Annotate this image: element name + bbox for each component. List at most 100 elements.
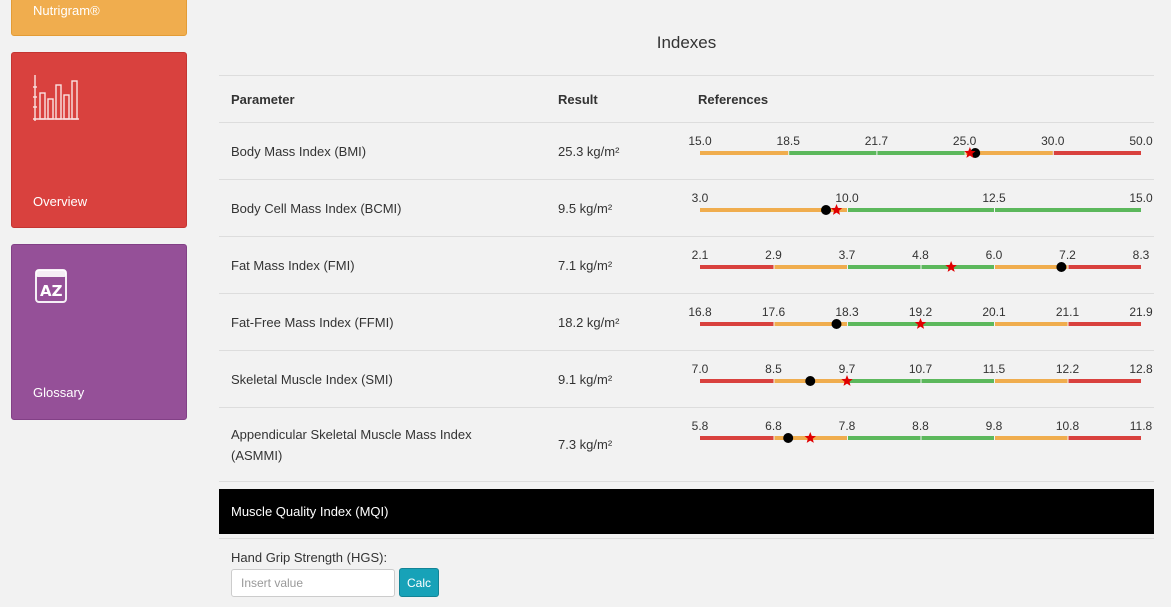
- range-segment-red: [1068, 379, 1141, 383]
- table-row: Body Cell Mass Index (BCMI) 9.5 kg/m² 3.0 1…: [219, 179, 1154, 237]
- star-marker: [914, 318, 927, 329]
- overview-label: Overview: [33, 194, 88, 209]
- row-result: 7.1 kg/m²: [546, 236, 686, 294]
- tick-label: 8.3: [1133, 248, 1150, 262]
- calc-button[interactable]: Calc: [399, 568, 439, 597]
- tick-label: 20.1: [982, 305, 1006, 319]
- star-marker: [841, 375, 853, 386]
- main-content: Indexes Parameter Result References Body…: [219, 0, 1154, 607]
- hgs-input[interactable]: [231, 569, 395, 597]
- row-parameter: Body Cell Mass Index (BCMI): [219, 179, 546, 237]
- tick-label: 3.7: [839, 248, 856, 262]
- range-segment-green: [921, 265, 994, 269]
- range-segment-green: [877, 151, 965, 155]
- range-segment-green: [848, 436, 921, 440]
- reference-cell: 15.0 18.5 21.7 25.0 30.0 50.0: [686, 122, 1154, 180]
- range-segment-green: [921, 436, 994, 440]
- tick-label: 11.5: [983, 362, 1006, 376]
- range-segment-red: [1068, 265, 1141, 269]
- reference-scale: 2.1 2.9 3.7 4.8 6.0 7.2 8.3: [692, 248, 1150, 272]
- tick-label: 15.0: [1129, 191, 1153, 205]
- glossary-tile[interactable]: AZ Glossary: [11, 244, 187, 420]
- tick-label: 9.7: [839, 362, 856, 376]
- range-segment-green: [848, 322, 921, 326]
- tick-label: 30.0: [1041, 134, 1065, 148]
- tick-label: 7.2: [1059, 248, 1076, 262]
- range-segment-orange: [995, 322, 1068, 326]
- range-segment-red: [700, 265, 774, 269]
- row-parameter: Fat-Free Mass Index (FFMI): [219, 293, 546, 351]
- tick-label: 50.0: [1129, 134, 1153, 148]
- tick-label: 7.8: [839, 419, 856, 433]
- range-segment-green: [921, 322, 994, 326]
- sidebar: Nutrigram® Overview AZ Glossary: [0, 0, 200, 607]
- tick-label: 21.7: [865, 134, 889, 148]
- col-header-result: Result: [546, 75, 686, 123]
- tick-label: 10.7: [909, 362, 933, 376]
- star-marker: [830, 204, 843, 215]
- indexes-table: Parameter Result References Body Mass In…: [219, 75, 1154, 539]
- col-header-parameter: Parameter: [219, 75, 546, 123]
- row-parameter: Skeletal Muscle Index (SMI): [219, 350, 546, 408]
- tick-label: 5.8: [692, 419, 709, 433]
- tick-label: 8.5: [765, 362, 782, 376]
- tick-label: 2.1: [692, 248, 709, 262]
- row-result: 9.1 kg/m²: [546, 350, 686, 408]
- measured-dot-marker: [831, 319, 842, 329]
- reference-scale: 7.0 8.5 9.7 10.7 11.5 12.2 12.8: [692, 362, 1153, 386]
- range-segment-orange: [965, 151, 1053, 155]
- svg-text:AZ: AZ: [40, 282, 63, 300]
- tick-label: 7.0: [692, 362, 709, 376]
- table-row: Skeletal Muscle Index (SMI) 9.1 kg/m² 7.0 8…: [219, 350, 1154, 408]
- measured-dot-marker: [821, 205, 831, 215]
- bar-chart-icon: [33, 73, 81, 128]
- range-segment-green: [995, 208, 1141, 212]
- col-header-references: References: [686, 75, 1154, 123]
- tick-label: 25.0: [953, 134, 977, 148]
- tick-label: 16.8: [688, 305, 712, 319]
- nutrigram-tile[interactable]: Nutrigram®: [11, 0, 187, 36]
- overview-tile[interactable]: Overview: [11, 52, 187, 228]
- tick-label: 6.0: [986, 248, 1003, 262]
- tick-label: 18.3: [835, 305, 859, 319]
- reference-scale: 15.0 18.5 21.7 25.0 30.0 50.0: [688, 134, 1153, 158]
- tick-label: 19.2: [909, 305, 933, 319]
- reference-scale: 16.8 17.6 18.3 19.2 20.1 21.1 21.9: [688, 305, 1153, 329]
- measured-dot-marker: [805, 376, 816, 386]
- page-title: Indexes: [656, 33, 717, 52]
- range-segment-orange: [700, 208, 847, 212]
- measured-dot-marker: [1056, 262, 1067, 272]
- reference-scale: 5.8 6.8 7.8 8.8 9.8 10.8 11.8: [692, 419, 1153, 443]
- tick-label: 8.8: [912, 419, 929, 433]
- range-segment-red: [1053, 151, 1141, 155]
- range-segment-red: [700, 322, 774, 326]
- table-row: Fat-Free Mass Index (FFMI) 18.2 kg/m² 16.8…: [219, 293, 1154, 351]
- tick-label: 6.8: [765, 419, 782, 433]
- row-parameter: Body Mass Index (BMI): [219, 122, 546, 180]
- tick-label: 12.8: [1129, 362, 1153, 376]
- row-parameter: Appendicular Skeletal Muscle Mass Index …: [219, 407, 546, 482]
- tick-label: 9.8: [986, 419, 1003, 433]
- tick-label: 11.8: [1130, 419, 1153, 433]
- range-segment-green: [848, 208, 994, 212]
- range-segment-orange: [774, 265, 847, 269]
- glossary-az-icon: AZ: [33, 265, 69, 310]
- hgs-label: Hand Grip Strength (HGS):: [231, 550, 388, 565]
- table-row: Fat Mass Index (FMI) 7.1 kg/m² 2.1 2.9 3.7 4.…: [219, 236, 1154, 294]
- tick-label: 10.0: [835, 191, 859, 205]
- tick-label: 21.1: [1056, 305, 1080, 319]
- measured-dot-marker: [783, 433, 794, 443]
- reference-cell: 5.8 6.8 7.8 8.8 9.8 10.8 11.8: [686, 407, 1154, 482]
- tick-label: 12.5: [982, 191, 1006, 205]
- range-segment-red: [1068, 436, 1141, 440]
- range-segment-green: [848, 379, 921, 383]
- table-row: Body Mass Index (BMI) 25.3 kg/m² 15.0 18.5 2…: [219, 122, 1154, 180]
- row-result: 9.5 kg/m²: [546, 179, 686, 237]
- tick-label: 17.6: [762, 305, 786, 319]
- tick-label: 12.2: [1056, 362, 1080, 376]
- tick-label: 2.9: [765, 248, 782, 262]
- reference-cell: 2.1 2.9 3.7 4.8 6.0 7.2 8.3: [686, 236, 1154, 294]
- range-segment-orange: [995, 436, 1068, 440]
- reference-scale: 3.0 10.0 12.5 15.0: [692, 191, 1153, 215]
- mqi-header: Muscle Quality Index (MQI): [219, 489, 1154, 534]
